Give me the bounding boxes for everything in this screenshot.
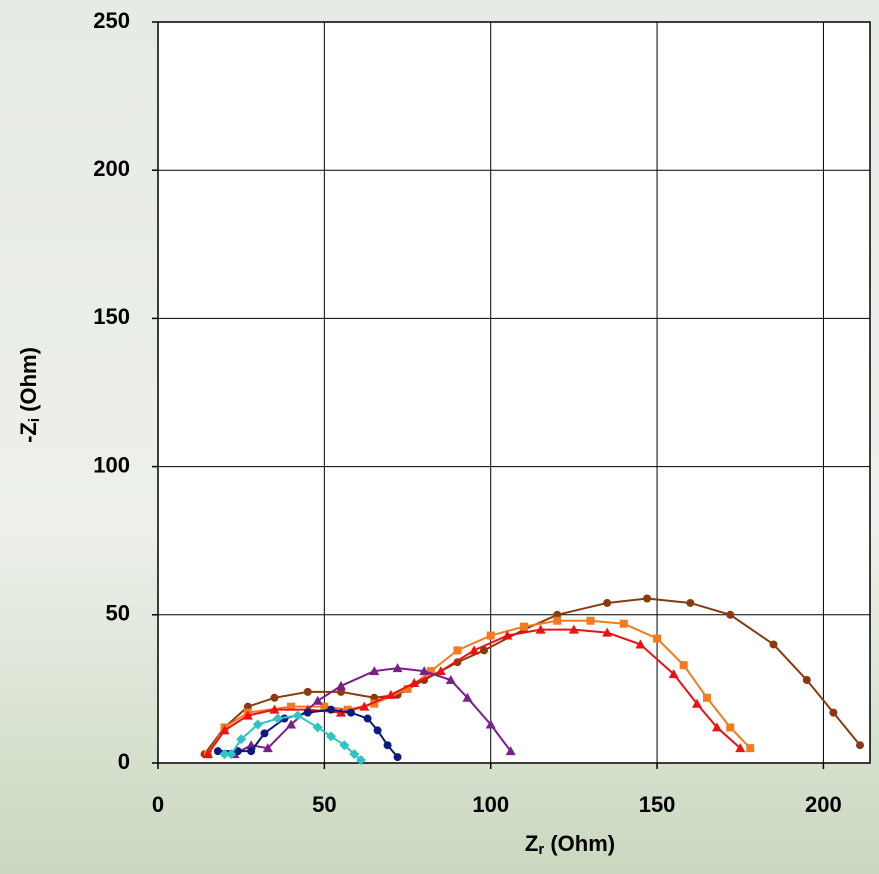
data-point [535, 624, 546, 634]
data-point [735, 743, 746, 753]
data-point [635, 639, 646, 649]
data-point [252, 719, 263, 730]
data-point [226, 749, 237, 760]
data-point [320, 702, 329, 711]
data-point [326, 731, 337, 742]
data-point [292, 710, 303, 721]
data-point [519, 622, 528, 631]
data-point [369, 666, 380, 676]
y-tick-label: 0 [118, 749, 130, 774]
data-point [502, 630, 513, 640]
data-point [643, 594, 652, 603]
data-point [233, 747, 242, 756]
data-point [426, 667, 435, 676]
x-tick-label: 150 [639, 792, 676, 817]
data-point [419, 666, 430, 676]
data-point [586, 616, 595, 625]
data-point [856, 741, 865, 750]
data-point [373, 726, 382, 735]
data-point [453, 646, 462, 655]
x-tick-label: 50 [312, 792, 336, 817]
y-tick-label: 250 [93, 8, 130, 33]
x-tick-label: 200 [805, 792, 842, 817]
data-point [686, 598, 695, 607]
data-point [335, 680, 346, 690]
y-tick-label: 50 [106, 601, 130, 626]
data-point [409, 677, 420, 687]
plot-area [157, 21, 871, 764]
data-point [269, 704, 280, 714]
data-point [236, 734, 247, 745]
data-point [769, 640, 778, 649]
data-point [213, 747, 222, 756]
data-point [829, 708, 838, 717]
data-point [679, 661, 688, 670]
y-tick-label: 200 [93, 156, 130, 181]
data-point [312, 695, 323, 705]
data-point [202, 749, 213, 759]
data-point [485, 719, 496, 729]
data-point [363, 714, 372, 723]
data-point [393, 753, 402, 762]
data-point [272, 713, 283, 724]
data-point [602, 627, 613, 637]
data-point [480, 646, 489, 655]
data-point [668, 669, 679, 679]
data-point [726, 610, 735, 619]
data-point [568, 624, 579, 634]
data-point [327, 705, 336, 714]
data-point [349, 749, 360, 760]
data-point [385, 689, 396, 699]
y-axis-label: -Zi (Ohm) [16, 347, 43, 443]
data-point [343, 705, 352, 714]
data-point [260, 729, 269, 738]
data-point [403, 684, 412, 693]
data-point [262, 743, 273, 753]
data-point [392, 663, 403, 673]
data-point [303, 708, 312, 717]
data-point [445, 675, 456, 685]
data-point [370, 699, 379, 708]
data-point [312, 722, 323, 733]
data-point [219, 749, 230, 760]
data-point [486, 631, 495, 640]
data-point [691, 698, 702, 708]
data-point [553, 616, 562, 625]
data-point [726, 723, 735, 732]
data-point [505, 746, 516, 756]
data-point [702, 693, 711, 702]
data-point [462, 692, 473, 702]
x-axis-label: Zr (Ohm) [525, 831, 615, 858]
data-point [746, 744, 755, 753]
x-tick-label: 0 [152, 792, 164, 817]
data-point [242, 710, 253, 720]
data-point [219, 725, 230, 735]
x-tick-label: 100 [472, 792, 509, 817]
data-point [270, 693, 279, 702]
data-point [339, 740, 350, 751]
series-line [207, 619, 751, 755]
data-point [287, 702, 296, 711]
data-point [303, 687, 312, 696]
y-tick-label: 150 [93, 304, 130, 329]
series-line [207, 628, 741, 755]
data-point [359, 701, 370, 711]
data-point [619, 619, 628, 628]
data-point [802, 676, 811, 685]
data-point [469, 645, 480, 655]
y-tick-label: 100 [93, 452, 130, 477]
data-point [603, 598, 612, 607]
data-point [435, 666, 446, 676]
data-point [653, 634, 662, 643]
data-point [711, 722, 722, 732]
data-point [355, 755, 366, 766]
data-point [247, 747, 256, 756]
data-point [383, 741, 392, 750]
data-point [346, 708, 355, 717]
data-point [286, 719, 297, 729]
